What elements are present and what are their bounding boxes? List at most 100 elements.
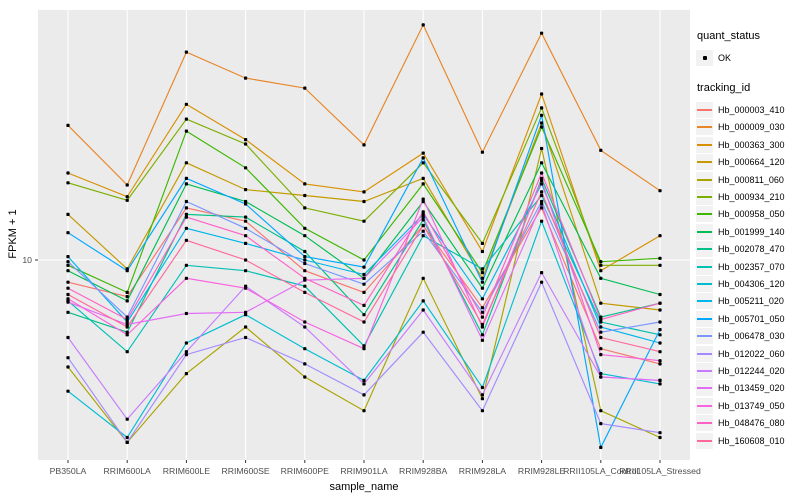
data-point <box>125 325 129 329</box>
legend-item-Hb_000958_050: Hb_000958_050 <box>696 206 800 223</box>
legend-item-label: Hb_005701_050 <box>718 313 785 324</box>
data-point <box>540 206 544 210</box>
data-point <box>658 292 662 297</box>
data-point <box>66 269 70 273</box>
data-point <box>658 256 662 260</box>
legend-item-Hb_048476_080: Hb_048476_080 <box>696 414 800 432</box>
data-point <box>244 310 248 314</box>
data-point <box>66 171 70 175</box>
data-point <box>599 330 603 334</box>
data-point <box>125 183 129 187</box>
data-point <box>184 212 188 216</box>
data-point <box>362 190 366 194</box>
data-point <box>658 301 662 305</box>
data-point <box>303 290 307 294</box>
data-point <box>480 315 484 319</box>
data-point <box>362 393 366 397</box>
data-point <box>540 280 544 284</box>
data-point <box>362 199 366 204</box>
legend-key-box <box>696 49 713 66</box>
data-point <box>244 325 248 329</box>
data-point <box>658 382 662 386</box>
data-point <box>244 241 248 245</box>
data-point <box>244 215 248 219</box>
data-point <box>421 197 425 201</box>
data-point <box>540 161 544 165</box>
data-point <box>421 210 425 214</box>
data-point <box>362 265 366 269</box>
legend-item-label: Hb_002357_070 <box>718 261 785 272</box>
data-point <box>303 284 307 288</box>
data-point <box>540 271 544 275</box>
legend-item-Hb_000009_030: Hb_000009_030 <box>696 119 800 136</box>
data-point <box>125 269 129 273</box>
data-point <box>184 372 188 376</box>
data-point <box>421 299 425 303</box>
data-point <box>362 282 366 286</box>
data-point <box>540 125 544 129</box>
x-tick-label: RRIM600PE <box>281 466 329 476</box>
data-point <box>125 320 129 324</box>
data-point <box>66 255 70 259</box>
data-point <box>540 106 544 110</box>
data-point <box>658 328 662 332</box>
data-point <box>599 409 603 413</box>
legend-item-label: Hb_000664_120 <box>718 157 785 168</box>
data-point <box>658 341 662 345</box>
legend-item-quant-ok: OK <box>696 49 800 66</box>
data-point <box>244 202 248 206</box>
legend-key-box <box>696 119 713 136</box>
data-point <box>125 317 129 322</box>
line-swatch-icon <box>697 404 712 407</box>
data-point <box>184 129 188 133</box>
data-point <box>540 113 544 117</box>
legend-key-box <box>696 206 713 223</box>
data-point <box>480 397 484 401</box>
data-point <box>540 31 544 35</box>
data-point <box>125 435 129 440</box>
data-point <box>303 193 307 198</box>
data-point <box>303 362 307 366</box>
data-point <box>421 161 425 165</box>
data-point <box>658 378 662 382</box>
line-swatch-icon <box>697 335 712 338</box>
legend-item-label: Hb_002078_470 <box>718 244 785 255</box>
data-point <box>362 143 366 147</box>
line-swatch-icon <box>697 439 712 442</box>
data-point <box>658 234 662 238</box>
data-point <box>125 440 129 444</box>
data-point <box>599 317 603 322</box>
data-point <box>303 261 307 266</box>
line-swatch-icon <box>697 178 712 181</box>
data-point <box>540 178 544 183</box>
data-point <box>421 176 425 180</box>
line-swatch-icon <box>697 143 712 146</box>
legend-item-Hb_002357_070: Hb_002357_070 <box>696 258 800 275</box>
data-point <box>480 409 484 413</box>
data-point <box>244 142 248 146</box>
data-point <box>244 188 248 192</box>
data-point <box>658 431 662 435</box>
legend-key-box <box>696 345 713 362</box>
legend-label-ok: OK <box>718 52 732 63</box>
data-point <box>66 297 70 301</box>
data-point <box>303 206 307 210</box>
data-point <box>599 347 603 351</box>
legend-item-Hb_000811_060: Hb_000811_060 <box>696 171 800 188</box>
data-point <box>421 182 425 186</box>
legend-item-label: Hb_000958_050 <box>718 209 785 220</box>
data-point <box>599 353 603 357</box>
data-point <box>184 341 188 345</box>
legend-item-label: Hb_005211_020 <box>718 296 784 307</box>
data-point <box>66 123 70 127</box>
data-point <box>599 335 603 340</box>
x-tick-label: RRII105LA_Control <box>563 466 638 476</box>
legend-item-Hb_000934_210: Hb_000934_210 <box>696 188 800 206</box>
data-point <box>184 182 188 186</box>
data-point <box>421 151 425 155</box>
legend-key-box <box>696 293 713 310</box>
data-point <box>480 322 484 327</box>
y-tick-label: 10 <box>22 255 32 265</box>
legend-item-label: Hb_048476_080 <box>718 418 785 429</box>
data-point <box>421 215 425 219</box>
